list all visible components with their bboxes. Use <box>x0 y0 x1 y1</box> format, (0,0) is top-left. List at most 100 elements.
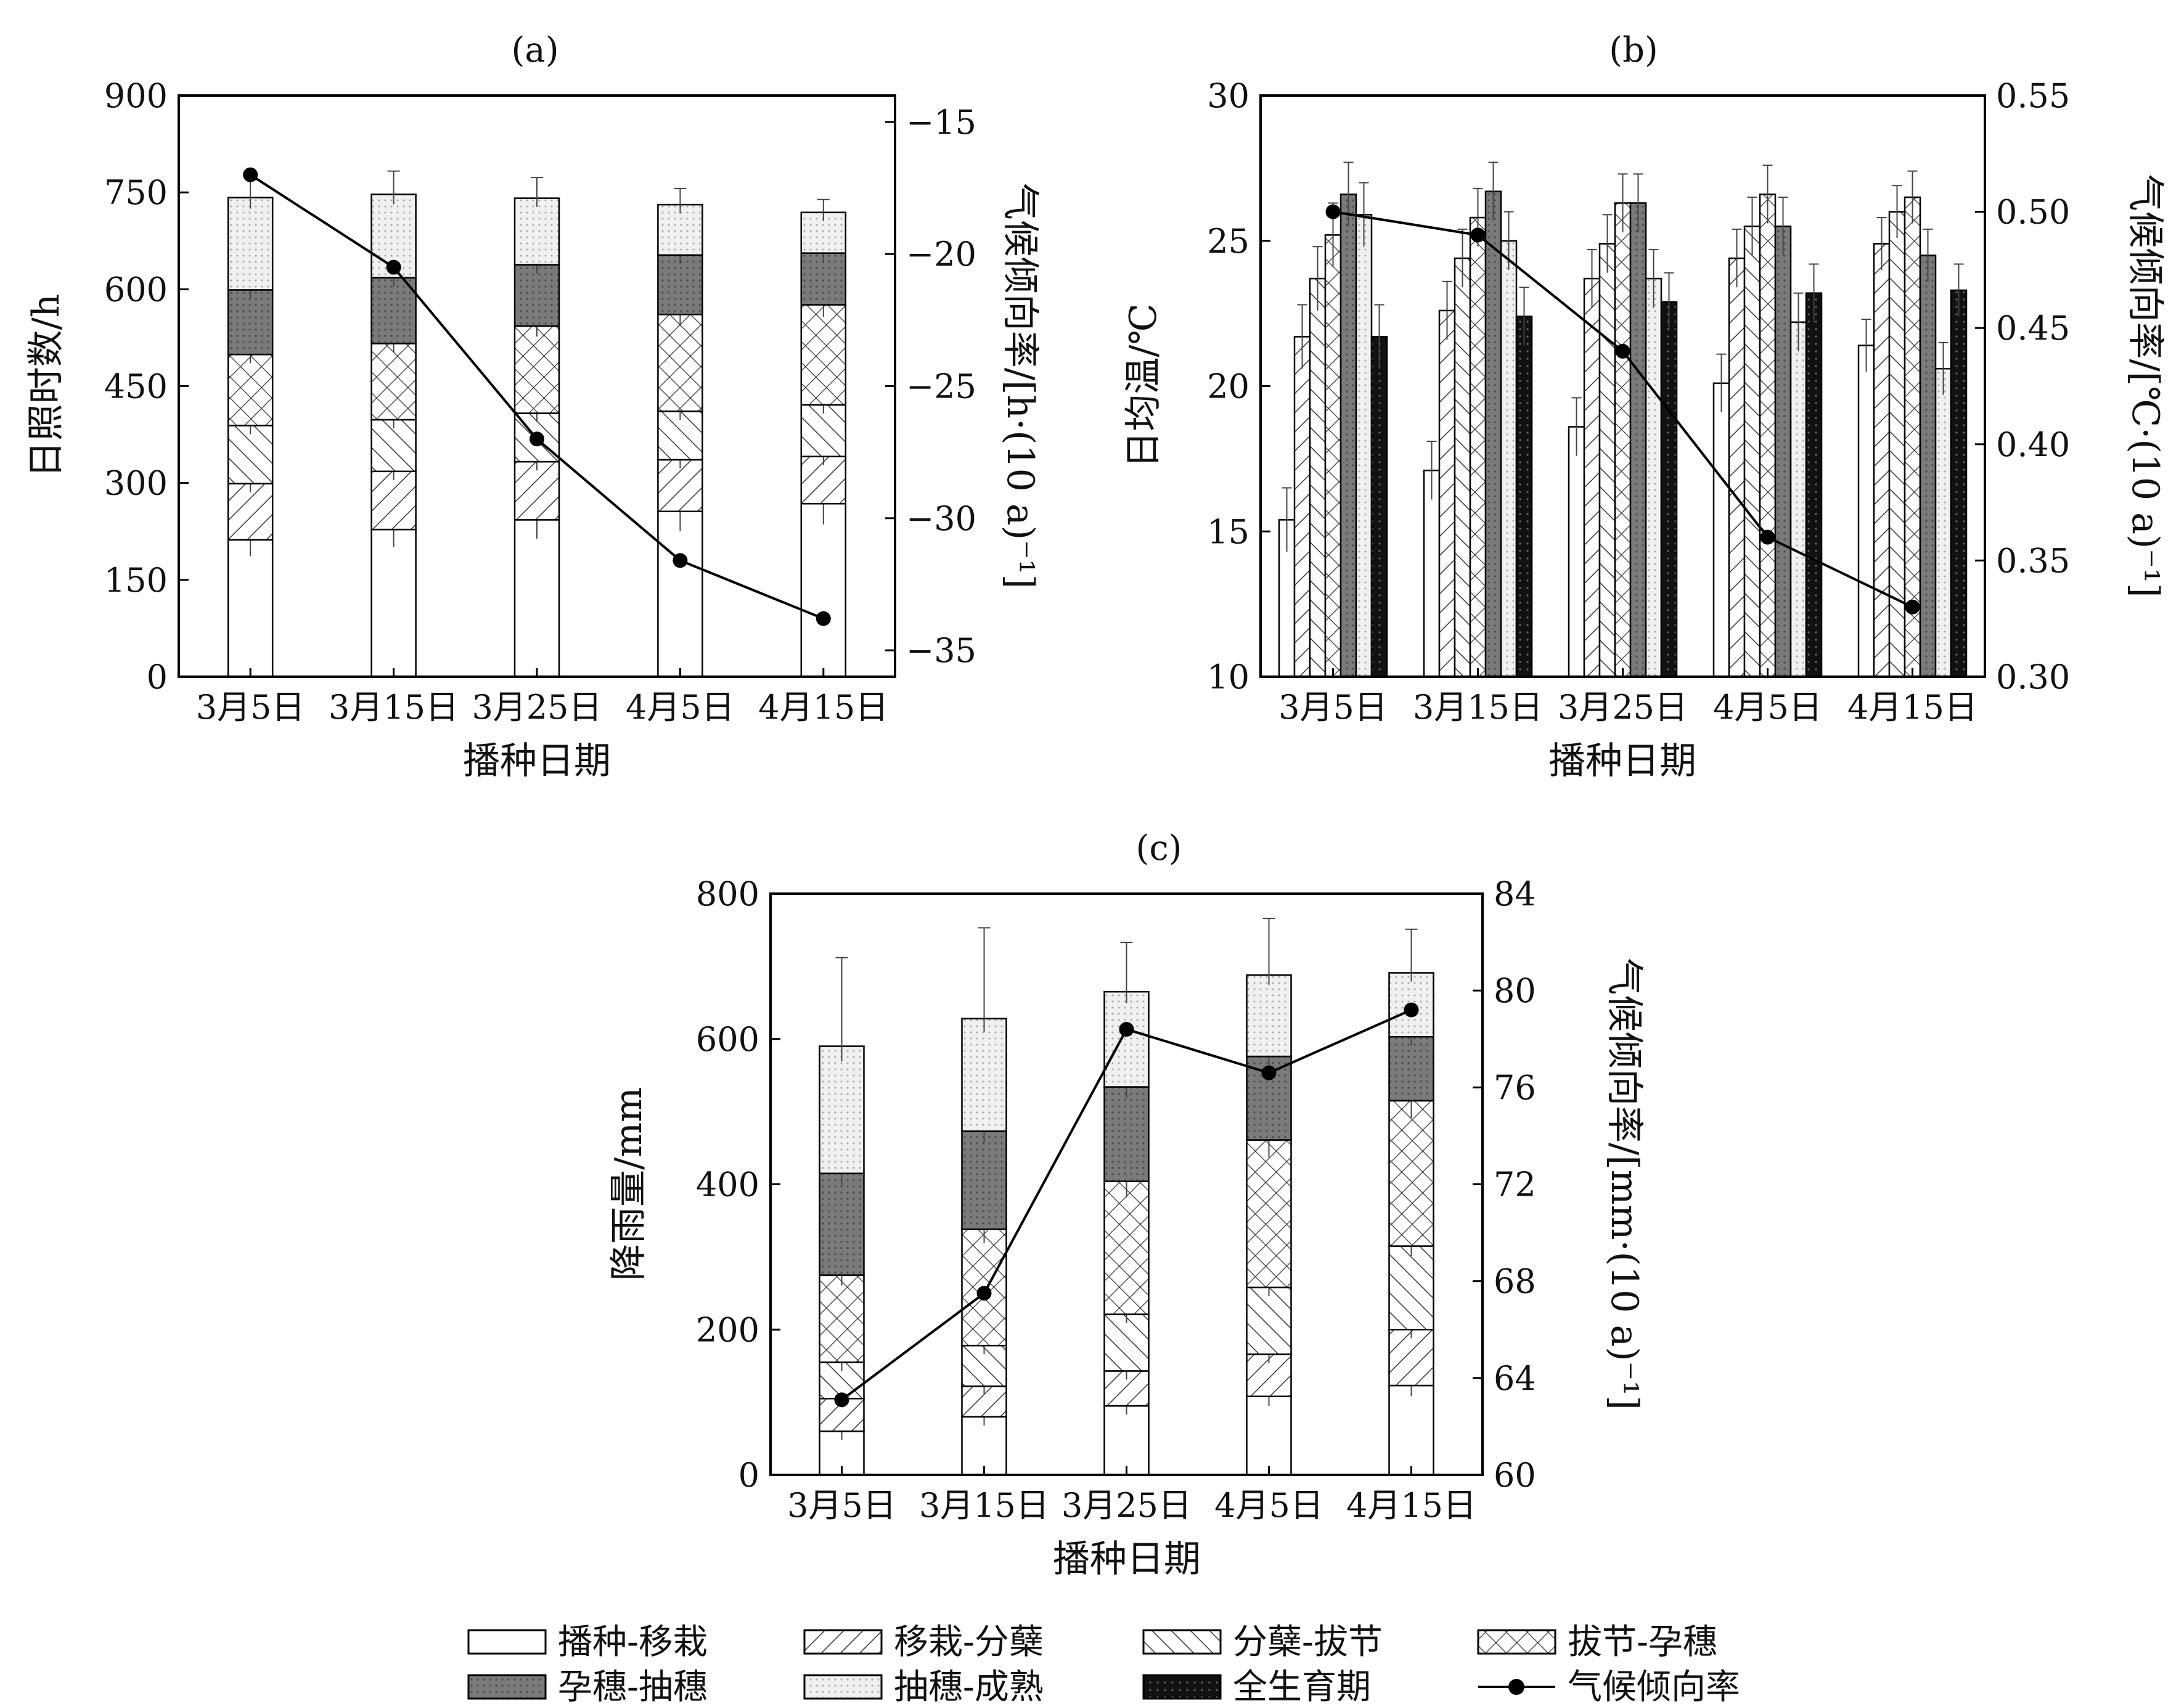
bar-a-4-0 <box>800 502 847 678</box>
bar-c-3-2 <box>1246 1286 1292 1355</box>
xtick-label-c-1: 3月15日 <box>919 1486 1049 1525</box>
bar-b-3-2 <box>1743 225 1761 678</box>
ytick-label-b-1: 15 <box>1207 512 1249 551</box>
bar-a-0-2 <box>227 425 274 484</box>
bar-b-2-1 <box>1583 277 1601 678</box>
panel-a-y2label: 气候倾向率/[h·(10 a)⁻¹] <box>999 183 1042 589</box>
bar-b-4-6 <box>1950 289 1968 678</box>
trend-point-c-3 <box>1261 1065 1277 1080</box>
xtick-label-a-0: 3月5日 <box>196 688 305 727</box>
y2tick-label-c-4: 76 <box>1494 1068 1536 1107</box>
bar-b-1-5 <box>1500 240 1518 678</box>
bar-c-4-0 <box>1388 1384 1434 1476</box>
bar-b-4-4 <box>1919 255 1937 678</box>
bar-a-0-4 <box>227 289 274 356</box>
bar-a-0-5 <box>227 197 274 291</box>
bar-a-0-1 <box>227 483 274 541</box>
xtick-label-b-2: 3月25日 <box>1558 688 1688 727</box>
bar-c-0-5 <box>819 1045 865 1175</box>
y2tick-label-c-5: 80 <box>1494 971 1536 1010</box>
xtick-label-c-2: 3月25日 <box>1061 1486 1192 1525</box>
ytick-label-c-1: 200 <box>696 1310 759 1349</box>
ytick-label-c-0: 0 <box>738 1456 759 1495</box>
trend-point-a-0 <box>243 167 258 182</box>
panel-b-bars <box>1278 161 1968 678</box>
y2tick-label-a-2: −25 <box>906 367 976 406</box>
legend-swatch-booting-heading <box>467 1674 547 1700</box>
legend: 播种-移栽 移栽-分蘖 分蘖-拔节 拔节-孕穗 孕穗-抽穗 抽穗-成熟 全生育期… <box>467 1622 1740 1706</box>
bar-c-3-0 <box>1246 1395 1292 1476</box>
bar-b-2-4 <box>1629 202 1647 678</box>
legend-label-sow-transplant: 播种-移栽 <box>558 1622 708 1662</box>
bar-b-0-3 <box>1324 234 1342 678</box>
xtick-label-c-0: 3月5日 <box>787 1486 896 1525</box>
xtick-label-b-3: 4月5日 <box>1713 688 1822 727</box>
legend-swatch-whole-period <box>1142 1674 1222 1700</box>
legend-swatch-heading-maturity <box>803 1674 883 1700</box>
y2tick-label-a-3: −20 <box>906 235 976 274</box>
panel-c-bars <box>819 918 1434 1476</box>
bar-c-4-4 <box>1388 1035 1434 1102</box>
panel-a-ylabel: 日照时数/h <box>25 294 68 478</box>
panel-c-trend <box>834 1002 1419 1408</box>
bar-c-2-5 <box>1103 990 1150 1088</box>
bar-b-2-3 <box>1614 202 1632 678</box>
ytick-label-c-3: 600 <box>696 1020 759 1059</box>
trend-point-b-0 <box>1325 204 1341 219</box>
bar-c-0-4 <box>819 1172 865 1276</box>
bar-b-1-0 <box>1423 469 1441 678</box>
legend-label-transplant-tiller: 移栽-分蘖 <box>894 1622 1044 1662</box>
y2tick-label-b-3: 0.45 <box>1996 309 2070 348</box>
bar-c-3-3 <box>1246 1139 1292 1289</box>
xtick-label-a-3: 4月5日 <box>626 688 735 727</box>
xtick-label-a-1: 3月15日 <box>329 688 459 727</box>
y2tick-label-b-4: 0.50 <box>1996 193 2070 232</box>
ytick-label-a-1: 150 <box>104 561 168 600</box>
bar-a-2-5 <box>513 197 560 266</box>
bar-a-0-0 <box>227 539 274 678</box>
bar-a-3-4 <box>657 254 703 316</box>
legend-swatch-sow-transplant <box>467 1629 547 1655</box>
bar-b-2-2 <box>1598 243 1616 678</box>
bar-b-0-1 <box>1293 336 1311 678</box>
panel-c-ylabel: 降雨量/mm <box>607 1087 650 1281</box>
trend-point-b-4 <box>1905 599 1920 614</box>
legend-label-trend: 气候倾向率 <box>1568 1667 1740 1706</box>
xtick-label-c-4: 4月15日 <box>1346 1486 1476 1525</box>
ytick-label-b-4: 30 <box>1207 76 1249 115</box>
legend-swatch-tiller-jointing <box>1142 1629 1222 1655</box>
panel-c: (c) 0 200 400 600 800 60 64 68 72 76 80 84 3月5日 3月15日… <box>607 828 1646 1581</box>
legend-label-booting-heading: 孕穗-抽穗 <box>558 1667 708 1706</box>
bar-b-2-5 <box>1645 277 1663 678</box>
panel-b-trend <box>1325 204 1920 614</box>
bar-b-3-3 <box>1759 194 1777 678</box>
y2tick-label-b-1: 0.35 <box>1996 541 2070 580</box>
bar-a-1-4 <box>370 277 417 345</box>
legend-label-jointing-booting: 拔节-孕穗 <box>1568 1622 1717 1662</box>
legend-label-tiller-jointing: 分蘖-拔节 <box>1233 1622 1383 1662</box>
bar-b-1-3 <box>1469 216 1487 678</box>
xtick-label-a-2: 3月25日 <box>472 688 602 727</box>
bar-b-0-5 <box>1355 214 1373 678</box>
legend-label-whole-period: 全生育期 <box>1233 1667 1371 1706</box>
ytick-label-b-2: 20 <box>1207 367 1249 406</box>
panel-b-axes: 10 15 20 25 30 0.30 0.35 0.40 0.45 0.50 0.55 3月5日 3月… <box>1207 76 2070 727</box>
bar-a-2-4 <box>513 264 560 327</box>
panel-a-trend <box>243 167 831 626</box>
bar-b-3-6 <box>1805 292 1823 678</box>
ytick-label-a-4: 600 <box>104 270 168 309</box>
panel-c-axes: 0 200 400 600 800 60 64 68 72 76 80 84 3月5日 3月15日 3月25… <box>696 875 1536 1525</box>
bar-b-0-6 <box>1370 336 1388 678</box>
bar-b-3-5 <box>1789 321 1807 678</box>
ytick-label-c-4: 800 <box>696 875 759 913</box>
bar-c-2-4 <box>1103 1086 1150 1183</box>
bar-a-4-3 <box>800 304 847 406</box>
bar-a-3-2 <box>657 410 703 461</box>
y2tick-label-c-2: 68 <box>1494 1262 1536 1301</box>
ytick-label-a-3: 450 <box>104 367 168 406</box>
bar-b-1-2 <box>1454 257 1471 678</box>
bar-a-1-1 <box>370 470 417 531</box>
trend-point-a-3 <box>673 553 688 568</box>
ytick-label-a-6: 900 <box>104 76 168 115</box>
panel-c-xlabel: 播种日期 <box>1053 1538 1201 1581</box>
